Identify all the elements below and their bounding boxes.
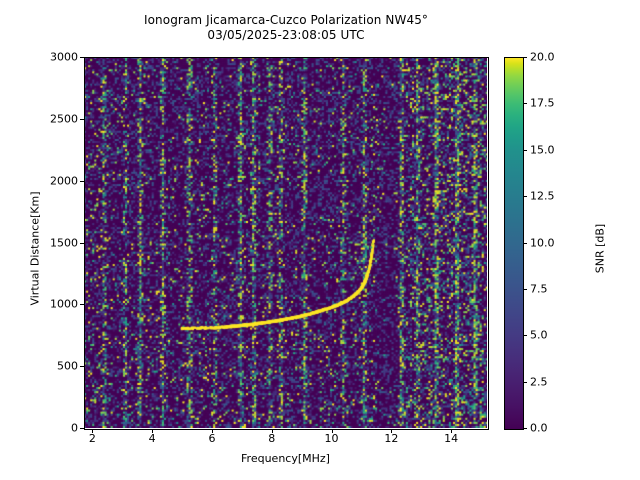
x-axis-tick-mark	[211, 429, 213, 433]
y-axis-tick-mark	[80, 118, 84, 120]
colorbar-tick-mark	[523, 196, 527, 198]
y-axis-tick-mark	[80, 366, 84, 368]
x-axis-tick-label: 10	[324, 432, 339, 445]
y-axis-tick-mark	[80, 180, 84, 182]
y-axis-tick-mark	[80, 428, 84, 429]
x-axis-tick-mark	[271, 429, 273, 433]
y-axis-tick-label: 3000	[50, 50, 78, 64]
colorbar	[504, 57, 524, 430]
y-axis-tick-mark	[80, 57, 84, 58]
x-axis-tick-mark	[92, 429, 94, 433]
x-axis-tick-label: 6	[208, 432, 216, 445]
colorbar-tick-label: 17.5	[530, 96, 555, 110]
x-axis-tick-label: 4	[148, 432, 156, 445]
chart-title-line-2: 03/05/2025-23:08:05 UTC	[207, 28, 365, 42]
chart-title: Ionogram Jicamarca-Cuzco Polarization NW…	[0, 13, 572, 43]
colorbar-tick-mark	[523, 381, 527, 383]
colorbar-tick-label: 15.0	[530, 143, 555, 157]
x-axis-tick-label: 14	[444, 432, 459, 445]
chart-title-line-1: Ionogram Jicamarca-Cuzco Polarization NW…	[143, 13, 429, 27]
colorbar-tick-label: 5.0	[530, 328, 548, 342]
colorbar-tick-mark	[523, 57, 527, 58]
x-axis-tick-label: 12	[384, 432, 399, 445]
y-axis-tick-labels: 0 500 1000 1500 2000 2500 3000	[0, 0, 78, 480]
x-axis-tick-mark	[451, 429, 453, 433]
y-axis-tick-label: 0	[71, 421, 78, 435]
y-axis-tick-label: 1000	[50, 297, 78, 311]
colorbar-label: SNR [dB]	[593, 223, 607, 274]
y-axis-label: Virtual Distance[Km]	[28, 191, 42, 306]
colorbar-tick-label: 12.5	[530, 189, 555, 203]
y-axis-tick-mark	[80, 242, 84, 244]
colorbar-tick-mark	[523, 103, 527, 105]
colorbar-tick-label: 2.5	[530, 375, 548, 389]
y-axis-tick-label: 2500	[50, 112, 78, 126]
colorbar-tick-label: 20.0	[530, 50, 555, 64]
x-axis-tick-label: 8	[268, 432, 276, 445]
x-axis-tick-mark	[152, 429, 154, 433]
x-axis-tick-mark	[391, 429, 393, 433]
colorbar-tick-mark	[523, 288, 527, 290]
colorbar-tick-label: 0.0	[530, 421, 548, 435]
colorbar-tick-mark	[523, 335, 527, 337]
colorbar-tick-label: 7.5	[530, 282, 548, 296]
ionogram-plot-area	[84, 57, 487, 428]
x-axis-label: Frequency[MHz]	[241, 452, 330, 465]
x-axis-tick-mark	[331, 429, 333, 433]
x-axis-tick-label: 2	[88, 432, 96, 445]
y-axis-tick-mark	[80, 304, 84, 306]
ionogram-echo-trace	[84, 57, 487, 428]
colorbar-tick-mark	[523, 149, 527, 151]
colorbar-tick-mark	[523, 428, 527, 429]
y-axis-tick-label: 1500	[50, 236, 78, 249]
y-axis-tick-label: 500	[57, 359, 78, 373]
y-axis-tick-label: 2000	[50, 174, 78, 188]
colorbar-tick-label: 10.0	[530, 236, 555, 249]
colorbar-tick-mark	[523, 242, 527, 244]
